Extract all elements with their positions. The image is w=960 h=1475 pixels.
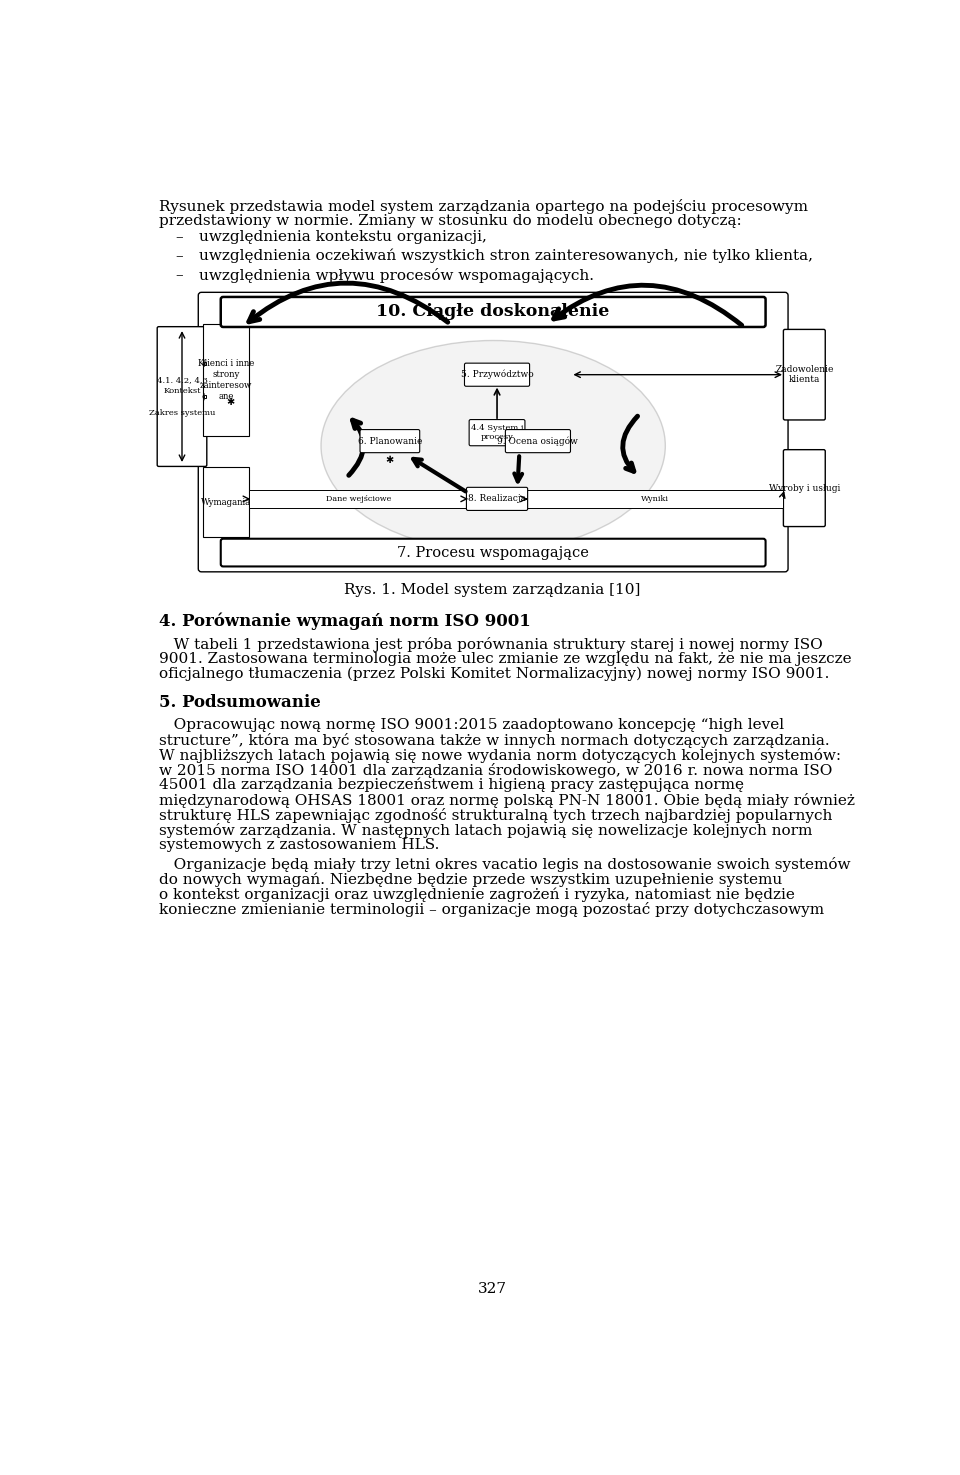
Text: 327: 327 bbox=[477, 1282, 507, 1297]
Text: 4.1. 4.2, 4.3
Kontekst

Zakres systemu: 4.1. 4.2, 4.3 Kontekst Zakres systemu bbox=[149, 376, 215, 417]
Text: 8. Realizacja: 8. Realizacja bbox=[468, 494, 526, 503]
Text: 5. Przywództwo: 5. Przywództwo bbox=[461, 370, 534, 379]
Text: –: – bbox=[176, 230, 183, 243]
Text: przedstawiony w normie. Zmiany w stosunku do modelu obecnego dotyczą:: przedstawiony w normie. Zmiany w stosunk… bbox=[158, 214, 741, 227]
Text: 5. Podsumowanie: 5. Podsumowanie bbox=[158, 693, 321, 711]
Text: o kontekst organizacji oraz uwzględnienie zagrożeń i ryzyka, natomiast nie będzi: o kontekst organizacji oraz uwzględnieni… bbox=[158, 888, 795, 901]
Text: Wyroby i usługi: Wyroby i usługi bbox=[769, 484, 840, 493]
Text: konieczne zmienianie terminologii – organizacje mogą pozostać przy dotychczasowy: konieczne zmienianie terminologii – orga… bbox=[158, 903, 824, 917]
Text: 7. Procesu wspomagające: 7. Procesu wspomagające bbox=[397, 546, 589, 559]
Text: strukturę HLS zapewniając zgodność strukturalną tych trzech najbardziej popularn: strukturę HLS zapewniając zgodność struk… bbox=[158, 808, 832, 823]
Text: Wymagania: Wymagania bbox=[201, 497, 252, 507]
Polygon shape bbox=[204, 395, 206, 398]
Text: oficjalnego tłumaczenia (przez Polski Komitet Normalizacyjny) nowej normy ISO 90: oficjalnego tłumaczenia (przez Polski Ko… bbox=[158, 667, 829, 681]
Text: structure”, która ma być stosowana także w innych normach dotyczących zarządzani: structure”, która ma być stosowana także… bbox=[158, 733, 829, 748]
Text: 4. Porównanie wymagań norm ISO 9001: 4. Porównanie wymagań norm ISO 9001 bbox=[158, 612, 531, 630]
FancyBboxPatch shape bbox=[783, 329, 826, 420]
Text: uwzględnienia kontekstu organizacji,: uwzględnienia kontekstu organizacji, bbox=[199, 230, 487, 243]
Text: do nowych wymagań. Niezbędne będzie przede wszystkim uzupełnienie systemu: do nowych wymagań. Niezbędne będzie prze… bbox=[158, 872, 782, 886]
FancyBboxPatch shape bbox=[783, 450, 826, 527]
Text: uwzględnienia wpływu procesów wspomagających.: uwzględnienia wpływu procesów wspomagają… bbox=[199, 267, 594, 283]
Text: 10. Ciągłe doskonalenie: 10. Ciągłe doskonalenie bbox=[376, 304, 610, 320]
Text: w 2015 norma ISO 14001 dla zarządzania środowiskowego, w 2016 r. nowa norma ISO: w 2015 norma ISO 14001 dla zarządzania ś… bbox=[158, 763, 832, 777]
Text: Opracowując nową normę ISO 9001:2015 zaadoptowano koncepcję “high level: Opracowując nową normę ISO 9001:2015 zaa… bbox=[158, 718, 784, 732]
Polygon shape bbox=[203, 360, 204, 367]
Text: ✱: ✱ bbox=[386, 456, 394, 466]
Text: systemowych z zastosowaniem HLS.: systemowych z zastosowaniem HLS. bbox=[158, 838, 439, 853]
Text: Wyniki: Wyniki bbox=[640, 496, 669, 503]
FancyBboxPatch shape bbox=[250, 490, 468, 507]
Text: 4.4 System i
procesy: 4.4 System i procesy bbox=[470, 423, 523, 441]
Text: W tabeli 1 przedstawiona jest próba porównania struktury starej i nowej normy IS: W tabeli 1 przedstawiona jest próba poró… bbox=[158, 637, 823, 652]
Text: międzynarodową OHSAS 18001 oraz normę polską PN-N 18001. Obie będą miały również: międzynarodową OHSAS 18001 oraz normę po… bbox=[158, 794, 854, 808]
Text: –: – bbox=[176, 249, 183, 263]
Text: Klienci i inne
strony
zainteresow
ane: Klienci i inne strony zainteresow ane bbox=[198, 358, 254, 401]
Text: Zadowolenie
klienta: Zadowolenie klienta bbox=[775, 364, 833, 385]
FancyBboxPatch shape bbox=[360, 429, 420, 453]
FancyBboxPatch shape bbox=[157, 326, 206, 466]
Text: 9. Ocena osiągów: 9. Ocena osiągów bbox=[497, 437, 578, 445]
FancyBboxPatch shape bbox=[505, 429, 570, 453]
Text: W najbliższych latach pojawią się nowe wydania norm dotyczących kolejnych system: W najbliższych latach pojawią się nowe w… bbox=[158, 748, 841, 763]
Text: Rysunek przedstawia model system zarządzania opartego na podejściu procesowym: Rysunek przedstawia model system zarządz… bbox=[158, 199, 807, 214]
Text: 45001 dla zarządzania bezpieczeństwem i higieną pracy zastępująca normę: 45001 dla zarządzania bezpieczeństwem i … bbox=[158, 777, 744, 792]
Text: 6. Planowanie: 6. Planowanie bbox=[358, 437, 422, 445]
FancyBboxPatch shape bbox=[467, 487, 528, 510]
Text: Organizacje będą miały trzy letni okres vacatio legis na dostosowanie swoich sys: Organizacje będą miały trzy letni okres … bbox=[158, 857, 851, 872]
FancyBboxPatch shape bbox=[469, 419, 525, 445]
Text: 9001. Zastosowana terminologia może ulec zmianie ze względu na fakt, że nie ma j: 9001. Zastosowana terminologia może ulec… bbox=[158, 652, 852, 665]
Text: Dane wejściowe: Dane wejściowe bbox=[325, 496, 391, 503]
Ellipse shape bbox=[321, 341, 665, 552]
Text: –: – bbox=[176, 267, 183, 282]
Text: ✱: ✱ bbox=[227, 397, 235, 407]
FancyBboxPatch shape bbox=[203, 324, 250, 437]
Text: uwzględnienia oczekiwań wszystkich stron zainteresowanych, nie tylko klienta,: uwzględnienia oczekiwań wszystkich stron… bbox=[199, 249, 813, 264]
FancyBboxPatch shape bbox=[465, 363, 530, 386]
FancyBboxPatch shape bbox=[221, 296, 765, 327]
FancyBboxPatch shape bbox=[221, 538, 765, 566]
Polygon shape bbox=[203, 394, 204, 400]
Text: systemów zarządzania. W następnych latach pojawią się nowelizacje kolejnych norm: systemów zarządzania. W następnych latac… bbox=[158, 823, 812, 838]
FancyBboxPatch shape bbox=[527, 490, 782, 507]
Polygon shape bbox=[204, 361, 206, 364]
FancyBboxPatch shape bbox=[203, 468, 250, 537]
Text: Rys. 1. Model system zarządzania [10]: Rys. 1. Model system zarządzania [10] bbox=[344, 583, 640, 596]
